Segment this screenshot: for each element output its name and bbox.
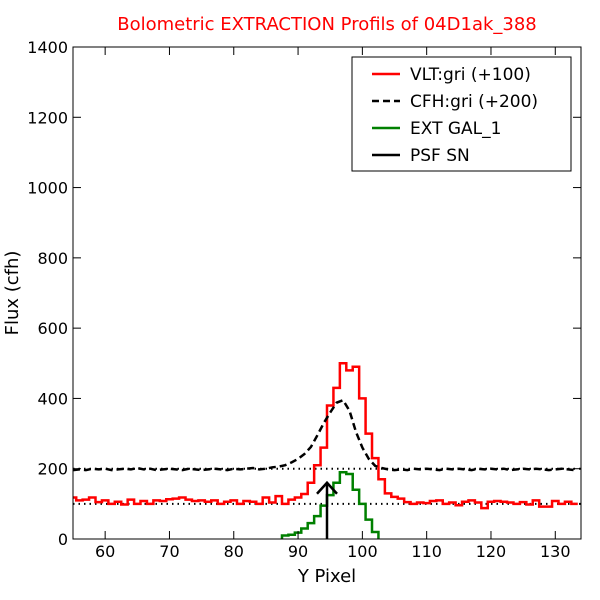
y-tick-label: 800: [37, 249, 68, 268]
chart-title: Bolometric EXTRACTION Profils of 04D1ak_…: [117, 14, 537, 35]
y-tick-label: 1000: [27, 179, 68, 198]
y-tick-label: 400: [37, 389, 68, 408]
legend-label: EXT GAL_1: [410, 119, 501, 139]
plot-area: [73, 362, 581, 539]
y-axis-label: Flux (cfh): [2, 251, 23, 336]
y-tick-label: 600: [37, 319, 68, 338]
legend-label: PSF SN: [410, 146, 470, 166]
legend-label: CFH:gri (+200): [410, 92, 538, 112]
y-tick-label: 1400: [27, 38, 68, 57]
x-tick-label: 70: [159, 542, 179, 561]
psf-marker-arrowhead: [316, 480, 338, 495]
x-tick-label: 100: [347, 542, 378, 561]
plot-frame: [72, 46, 582, 540]
x-tick-label: 120: [476, 542, 507, 561]
x-axis-label: Y Pixel: [297, 566, 356, 587]
series-line-1: [73, 398, 575, 472]
axis-ticks: 60 70 80 90 100 110 120 130 0 200 400 600 800 1000 120…: [27, 38, 581, 561]
legend-box: [351, 56, 572, 172]
x-tick-label: 90: [288, 542, 308, 561]
y-tick-label: 1200: [27, 108, 68, 127]
x-tick-label: 80: [224, 542, 244, 561]
x-tick-label: 60: [95, 542, 115, 561]
x-tick-label: 110: [411, 542, 442, 561]
x-tick-label: 130: [540, 542, 571, 561]
legend: VLT:gri (+100) CFH:gri (+200) EXT GAL_1 PSF…: [351, 56, 572, 172]
y-tick-label: 0: [58, 530, 68, 549]
y-tick-label: 200: [37, 460, 68, 479]
series-line-2: [280, 470, 380, 539]
series-line-0: [73, 362, 578, 510]
legend-label: VLT:gri (+100): [410, 65, 531, 85]
